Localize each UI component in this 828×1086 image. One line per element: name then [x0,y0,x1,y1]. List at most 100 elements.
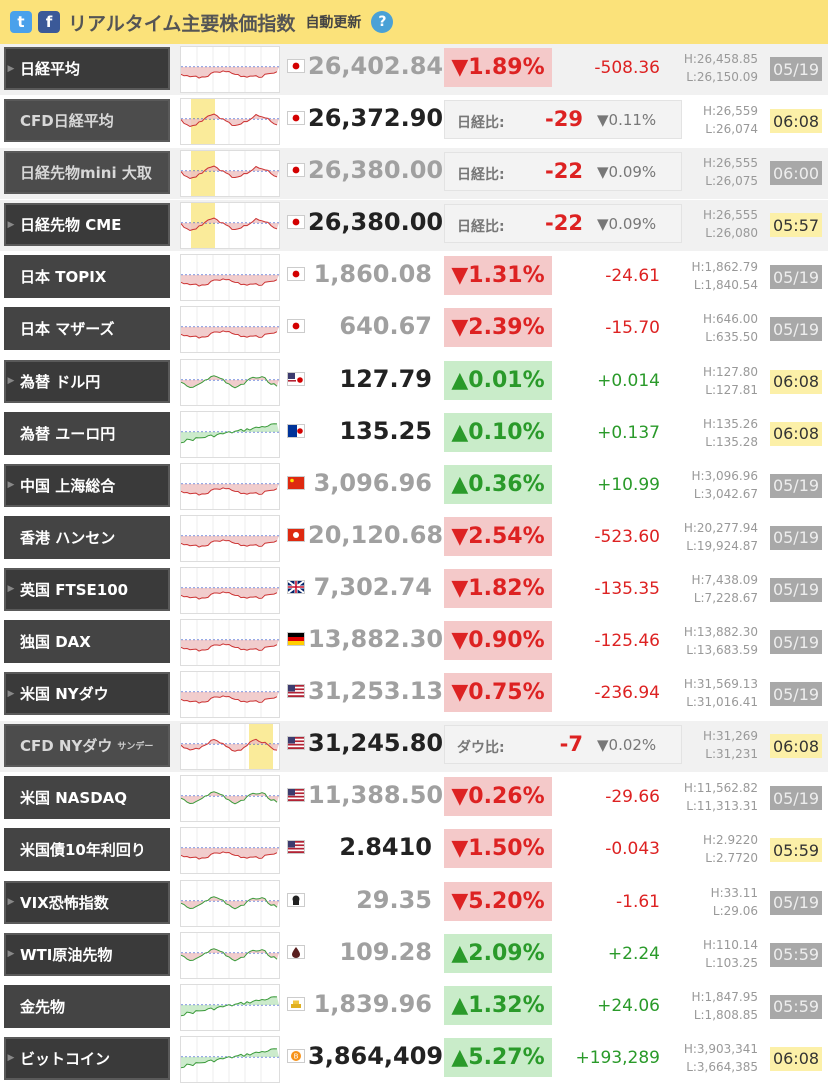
instrument-name-button[interactable]: CFD NYダウ サンデー [4,724,170,768]
instrument-name-button[interactable]: ▶ ビットコイン [4,1036,170,1080]
facebook-icon[interactable]: f [38,11,60,33]
sparkline-chart[interactable] [180,202,280,250]
quote-row[interactable]: ▶ 為替 ドル円 127.79 ▲0.01% +0.014 H:127.80 L:127.8… [0,356,828,409]
instrument-name-button[interactable]: ▶ 中国 上海総合 [4,463,170,507]
update-time-badge: 05/19 [770,682,822,707]
quote-row[interactable]: ▶ 中国 上海総合 3,096.96 ▲0.36% +10.99 H:3,096.96 L:… [0,460,828,513]
instrument-name: CFD日経平均 [20,112,114,131]
instrument-name-button[interactable]: 香港 ハンセン [4,515,170,559]
price-value: 20,120.68 [308,520,444,549]
help-icon[interactable]: ? [371,11,394,33]
instrument-name-button[interactable]: 米国債10年利回り [4,828,170,872]
sparkline-chart[interactable] [180,306,280,354]
instrument-name-button[interactable]: ▶ 米国 NYダウ [4,672,170,716]
comparison-box: 日経比: -22 ▼0.09% [444,204,682,244]
quote-row[interactable]: 日本 TOPIX 1,860.08 ▼1.31% -24.61 H:1,862.79 L:… [0,252,828,305]
high-value: H:26,559 [702,104,758,119]
instrument-name-button[interactable]: ▶ WTI原油先物 [4,932,170,976]
instrument-name-button[interactable]: ▶ 日経平均 [4,47,170,90]
quote-row[interactable]: ▶ 日経平均 26,402.84 ▼1.89% -508.36 H:26,458.85 L:… [0,44,828,97]
sparkline-chart[interactable] [180,514,280,562]
instrument-name-button[interactable]: 日経先物mini 大取 [4,151,170,195]
change-percent-badge: ▼1.89% [444,48,552,87]
instrument-name-button[interactable]: CFD日経平均 [4,99,170,143]
low-value: L:26,074 [705,122,758,137]
high-low-range: H:110.14 L:103.25 [664,936,758,972]
price-value: 31,253.13 [308,677,444,706]
change-value: -135.35 [594,578,660,599]
low-value: L:127.81 [705,382,758,397]
sparkline-chart[interactable] [180,827,280,875]
low-value: L:29.06 [712,903,758,918]
change-value: +0.137 [597,422,660,443]
quote-row[interactable]: ▶ 日経先物 CME 26,380.00 日経比: -22 ▼0.09% H:26,555 L… [0,200,828,253]
change-value: -236.94 [594,683,660,704]
sparkline-chart[interactable] [180,254,280,302]
sparkline-chart[interactable] [180,98,280,146]
instrument-name: 日経先物mini 大取 [20,164,152,183]
instrument-name-button[interactable]: 為替 ユーロ円 [4,411,170,455]
quote-list: ▶ 日経平均 26,402.84 ▼1.89% -508.36 H:26,458.85 L:… [0,44,828,1086]
change-value: +24.06 [597,995,660,1016]
instrument-subtag: サンデー [117,742,154,753]
gb-flag-icon [287,579,305,594]
quote-row[interactable]: ▶ WTI原油先物 109.28 ▲2.09% +2.24 H:110.14 L:103.2… [0,929,828,982]
instrument-name-button[interactable]: ▶ 英国 FTSE100 [4,567,170,611]
sparkline-chart[interactable] [180,931,280,979]
quote-row[interactable]: ▶ ビットコイン B 3,864,409 ▲5.27% +193,289 H:3,903,3… [0,1033,828,1086]
twitter-icon[interactable]: t [10,11,32,33]
change-value: +0.014 [597,370,660,391]
expand-arrow-icon: ▶ [7,949,15,960]
instrument-name-button[interactable]: 独国 DAX [4,620,170,664]
instrument-name-button[interactable]: 金先物 [4,984,170,1028]
update-time-badge: 05/19 [770,317,822,342]
instrument-name-button[interactable]: 日本 マザーズ [4,307,170,351]
sparkline-chart[interactable] [180,723,280,771]
update-time-badge: 05/19 [770,786,822,811]
quote-row[interactable]: 独国 DAX 13,882.30 ▼0.90% -125.46 H:13,882.30 L… [0,617,828,670]
quote-row[interactable]: CFD日経平均 26,372.90 日経比: -29 ▼0.11% H:26,559 L:2… [0,96,828,149]
sparkline-chart[interactable] [180,879,280,927]
quote-row[interactable]: 金先物 1,839.96 ▲1.32% +24.06 H:1,847.95 L:1,808… [0,981,828,1034]
instrument-name-button[interactable]: ▶ VIX恐怖指数 [4,880,170,924]
jp-flag-icon [287,111,305,126]
instrument-name-button[interactable]: ▶ 為替 ドル円 [4,359,170,403]
change-value: -125.46 [594,631,660,652]
update-time-badge: 05:59 [770,942,822,967]
expand-arrow-icon: ▶ [7,219,15,230]
instrument-name: 独国 DAX [20,633,91,652]
low-value: L:26,080 [705,226,758,241]
sparkline-chart[interactable] [180,671,280,719]
quote-row[interactable]: CFD NYダウ サンデー 31,245.80 ダウ比: -7 ▼0.02% H:31,26… [0,721,828,774]
high-low-range: H:26,458.85 L:26,150.09 [664,50,758,86]
instrument-name-button[interactable]: 米国 NASDAQ [4,776,170,820]
quote-row[interactable]: 為替 ユーロ円 135.25 ▲0.10% +0.137 H:135.26 L:135.2… [0,408,828,461]
high-value: H:31,269 [702,729,758,744]
quote-row[interactable]: ▶ VIX恐怖指数 29.35 ▼5.20% -1.61 H:33.11 L:29.06 05… [0,877,828,930]
sparkline-chart[interactable] [180,1035,280,1083]
sparkline-chart[interactable] [180,358,280,406]
instrument-name-button[interactable]: 日本 TOPIX [4,255,170,299]
instrument-name-button[interactable]: ▶ 日経先物 CME [4,203,170,247]
high-low-range: H:20,277.94 L:19,924.87 [664,519,758,555]
quote-row[interactable]: 日経先物mini 大取 26,380.00 日経比: -22 ▼0.09% H:26,55… [0,148,828,201]
sparkline-chart[interactable] [180,619,280,667]
quote-row[interactable]: 米国債10年利回り 2.8410 ▼1.50% -0.043 H:2.9220 L:2.7… [0,825,828,878]
instrument-name: 米国債10年利回り [20,841,146,860]
sparkline-chart[interactable] [180,983,280,1031]
quote-row[interactable]: ▶ 英国 FTSE100 7,302.74 ▼1.82% -135.35 H:7,438.… [0,564,828,618]
de-flag-icon [287,632,305,647]
sparkline-chart[interactable] [180,410,280,458]
sparkline-chart[interactable] [180,462,280,510]
quote-row[interactable]: 香港 ハンセン 20,120.68 ▼2.54% -523.60 H:20,277.94… [0,512,828,565]
quote-row[interactable]: 日本 マザーズ 640.67 ▼2.39% -15.70 H:646.00 L:635.5… [0,304,828,357]
sparkline-chart[interactable] [180,775,280,823]
price-value: 640.67 [339,312,432,341]
sparkline-chart[interactable] [180,46,280,93]
change-percent-badge: ▼0.90% [444,621,552,661]
low-value: L:26,150.09 [686,70,758,84]
quote-row[interactable]: 米国 NASDAQ 11,388.50 ▼0.26% -29.66 H:11,562.8… [0,773,828,826]
quote-row[interactable]: ▶ 米国 NYダウ 31,253.13 ▼0.75% -236.94 H:31,569.1… [0,669,828,722]
sparkline-chart[interactable] [180,150,280,198]
sparkline-chart[interactable] [180,566,280,614]
